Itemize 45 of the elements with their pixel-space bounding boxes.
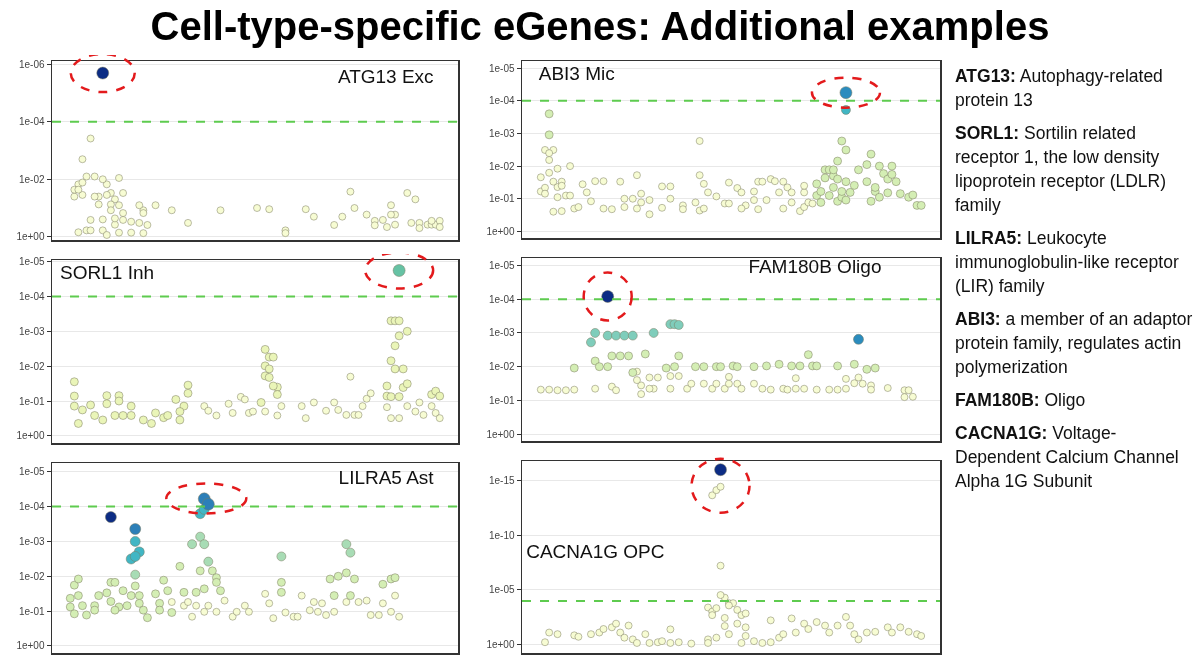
y-tick-label: 1e-01 <box>18 605 45 617</box>
y-tick-label: 1e-03 <box>488 127 515 139</box>
y-tick-label: 1e-02 <box>18 360 45 372</box>
y-tick-label: 1e+00 <box>486 639 515 651</box>
y-tick-label: 1e-05 <box>18 466 45 478</box>
y-tick-label: 1e-01 <box>488 394 515 406</box>
chart-title: LILRA5 Ast <box>338 466 435 488</box>
text: FAM180B: Oligo <box>955 389 1087 412</box>
y-tick-label: 1e-03 <box>18 535 45 547</box>
y-tick-label: 1e-04 <box>18 501 45 513</box>
chart-title: ABI3 Mic <box>538 62 615 84</box>
y-tick-label: 1e-01 <box>18 395 45 407</box>
text: Cell-type-specific eGenes: Additional examples <box>149 3 1051 50</box>
y-tick-label: 1e-02 <box>18 173 45 185</box>
y-tick-label: 1e-05 <box>18 256 45 268</box>
y-tick-label: 1e-15 <box>488 475 515 487</box>
y-tick-label: 1e-03 <box>488 327 515 339</box>
y-tick-label: 1e-02 <box>488 361 515 373</box>
y-tick-label: 1e+00 <box>486 428 515 440</box>
text: CACNA1G OPC <box>526 540 665 562</box>
y-tick-label: 1e-10 <box>488 529 515 541</box>
chart-title: FAM180B Oligo <box>748 256 882 278</box>
y-tick-label: 1e-05 <box>488 584 515 596</box>
y-tick-label: 1e-04 <box>488 293 515 305</box>
y-tick-label: 1e-01 <box>488 193 515 205</box>
text: ATG13: Autophagy-related protein 13 <box>955 65 1164 112</box>
y-tick-label: 1e+00 <box>16 430 45 442</box>
y-tick-label: 1e+00 <box>486 225 515 237</box>
text: ABI3: a member of an adaptor protein family, regulates actin polymerization <box>955 308 1194 379</box>
chart-title: ATG13 Exc <box>337 66 434 88</box>
text: CACNA1G: Voltage-Dependent Calcium Channel Alpha 1G Subunit <box>955 422 1180 493</box>
y-tick-label: 1e-05 <box>488 62 515 74</box>
y-tick-label: 1e-03 <box>18 325 45 337</box>
chart-title: SORL1 Inh <box>60 261 155 283</box>
y-tick-label: 1e-04 <box>18 290 45 302</box>
y-tick-label: 1e-06 <box>18 58 45 70</box>
y-tick-label: 1e-02 <box>18 570 45 582</box>
y-tick-label: 1e-05 <box>488 259 515 271</box>
y-tick-label: 1e-04 <box>18 116 45 128</box>
y-tick-label: 1e-04 <box>488 95 515 107</box>
text: LILRA5: Leukocyte immunoglobulin-like receptor (LIR) family <box>955 227 1180 298</box>
y-tick-label: 1e+00 <box>16 640 45 652</box>
y-tick-label: 1e+00 <box>16 231 45 243</box>
text: SORL1: Sortilin related receptor 1, the low density lipoprotein receptor (LDLR) family <box>955 122 1168 217</box>
y-tick-label: 1e-02 <box>488 160 515 172</box>
